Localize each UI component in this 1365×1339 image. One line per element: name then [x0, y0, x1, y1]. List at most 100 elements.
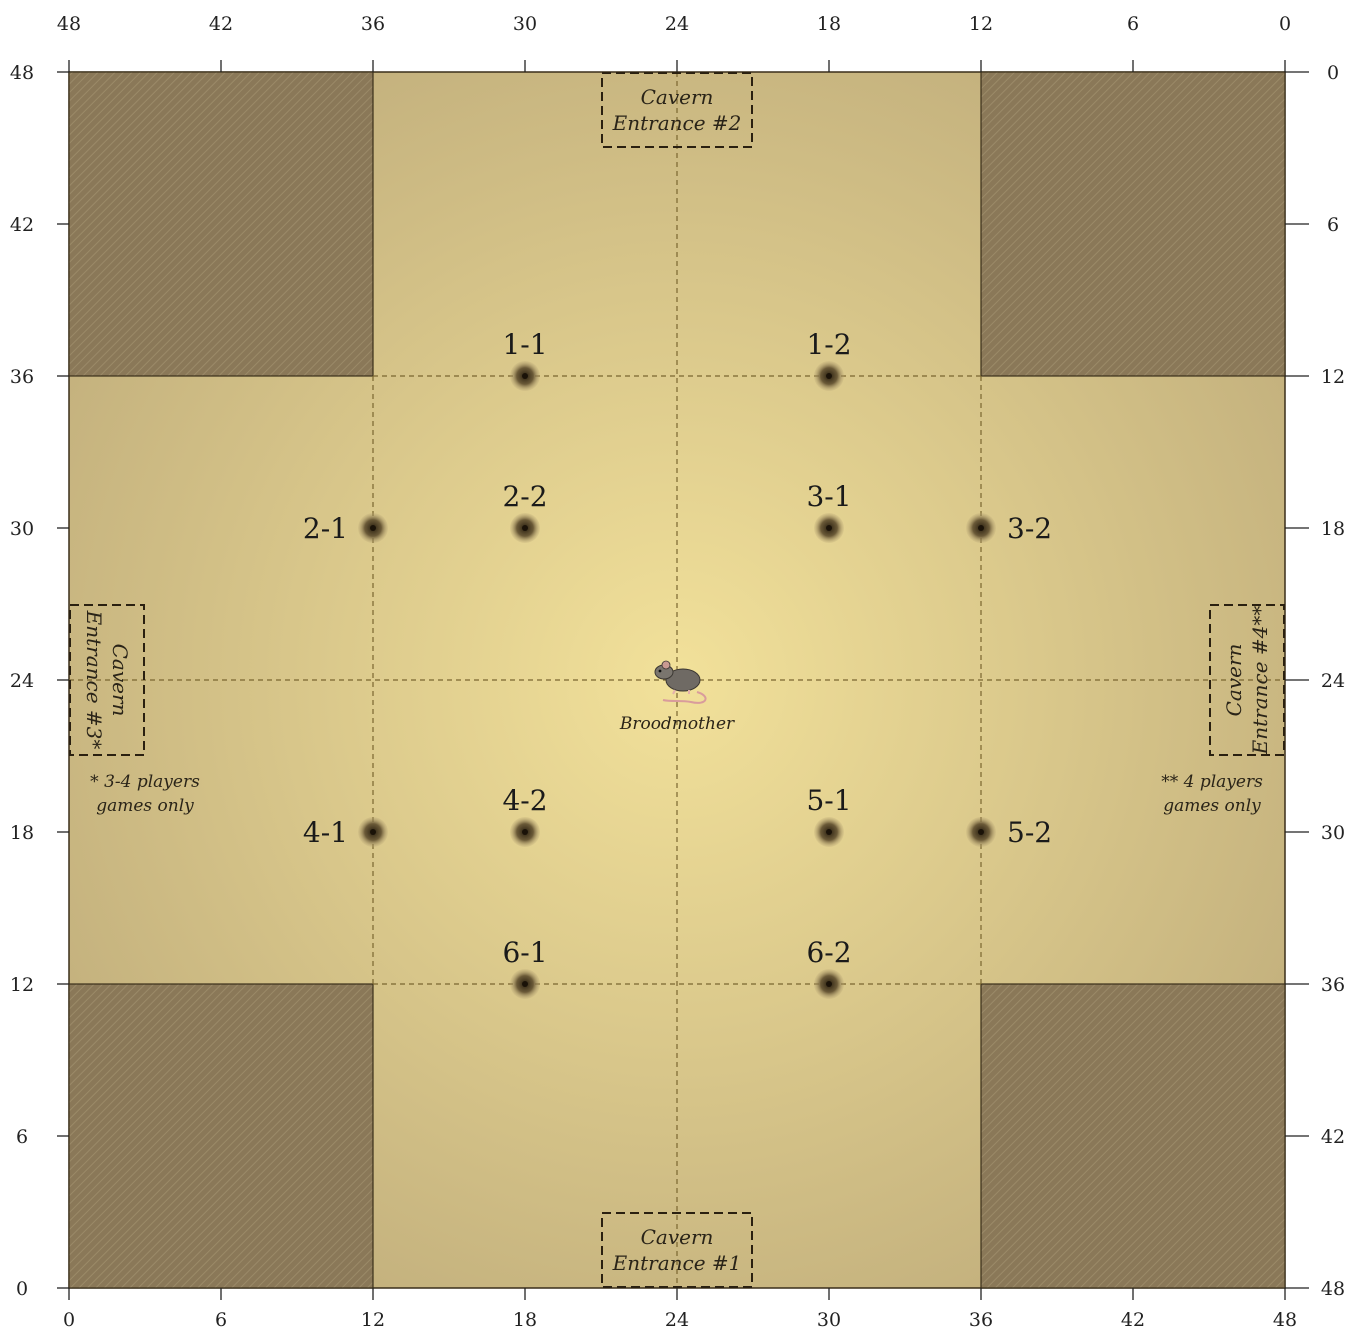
marker-6-1: 6-1 — [502, 936, 548, 999]
tick-label-top: 6 — [1127, 13, 1139, 35]
broodmother-group: Broodmother — [619, 660, 735, 734]
tick-label-top: 24 — [665, 13, 689, 35]
tick-label-bottom: 30 — [817, 1309, 841, 1331]
tick-label-bottom: 48 — [1273, 1309, 1297, 1331]
marker-label: 2-1 — [303, 512, 348, 545]
marker-label: 6-2 — [806, 936, 851, 969]
broodmother-label: Broodmother — [619, 714, 735, 734]
tick-label-right: 42 — [1321, 1126, 1345, 1148]
marker-center — [826, 525, 832, 531]
marker-5-1: 5-1 — [806, 784, 852, 847]
marker-center — [522, 829, 528, 835]
blocked-region-bottom-left — [68, 983, 374, 1289]
marker-center — [522, 981, 528, 987]
tick-label-left: 48 — [10, 62, 34, 84]
marker-4-2: 4-2 — [502, 784, 548, 847]
tick-label-right: 24 — [1321, 670, 1345, 692]
tick-label-right: 18 — [1321, 518, 1345, 540]
marker-label: 3-2 — [1007, 512, 1052, 545]
tick-label-left: 42 — [10, 214, 34, 236]
marker-center — [826, 981, 832, 987]
tick-label-bottom: 0 — [63, 1309, 75, 1331]
tick-label-top: 42 — [209, 13, 233, 35]
tick-label-bottom: 6 — [215, 1309, 227, 1331]
entrance-3-label-line: Cavern — [108, 644, 132, 717]
entrance-4-label-line: Entrance #4** — [1248, 606, 1272, 756]
spawn-markers: 1-1 1-2 2-1 2-2 3-1 3-2 4-1 4-2 5-1 5-2 6-1 6-2 — [303, 328, 1052, 999]
tick-label-top: 30 — [513, 13, 537, 35]
marker-label: 5-2 — [1007, 816, 1052, 849]
axis-ticks: 0 48 48 0 6 42 42 6 12 36 36 12 18 30 30 18 24 24 24 24 30 18… — [10, 13, 1345, 1331]
marker-5-2: 5-2 — [966, 816, 1052, 849]
tick-label-right: 48 — [1321, 1278, 1345, 1300]
blocked-regions — [68, 71, 1286, 1289]
marker-label: 4-2 — [502, 784, 547, 817]
tick-label-left: 18 — [10, 822, 34, 844]
marker-label: 1-2 — [806, 328, 851, 361]
entrance-4-label-line: Cavern — [1222, 644, 1246, 717]
note-left-line: games only — [96, 796, 194, 816]
entrance-4: Cavern Entrance #4** — [1209, 604, 1285, 756]
entrance-1-outline — [601, 1212, 753, 1288]
entrance-2-outline — [601, 72, 753, 148]
marker-2-1: 2-1 — [303, 512, 388, 545]
tick-label-top: 36 — [361, 13, 385, 35]
rat-eye — [658, 669, 662, 673]
tick-label-bottom: 12 — [361, 1309, 385, 1331]
entrance-1-label-line: Entrance #1 — [612, 1251, 742, 1275]
tick-label-left: 0 — [16, 1278, 28, 1300]
marker-2-2: 2-2 — [502, 480, 548, 543]
entrance-3-outline — [69, 604, 145, 756]
entrance-4-outline — [1209, 604, 1285, 756]
tick-label-left: 12 — [10, 974, 34, 996]
entrance-3-label-line: Entrance #3* — [82, 610, 106, 750]
tick-label-right: 36 — [1321, 974, 1345, 996]
marker-center — [978, 829, 984, 835]
marker-center — [978, 525, 984, 531]
tick-label-bottom: 36 — [969, 1309, 993, 1331]
tick-label-top: 0 — [1279, 13, 1291, 35]
marker-label: 2-2 — [502, 480, 547, 513]
tick-label-left: 24 — [10, 670, 34, 692]
marker-center — [522, 525, 528, 531]
entrance-2-label-line: Cavern — [641, 85, 714, 109]
blocked-region-bottom-right — [980, 983, 1286, 1289]
entrance-4-label-group: Cavern Entrance #4** — [1222, 606, 1272, 756]
rat-body — [665, 668, 701, 692]
marker-label: 5-1 — [806, 784, 851, 817]
entrance-1-label-line: Cavern — [641, 1225, 714, 1249]
marker-label: 4-1 — [303, 816, 348, 849]
note-right-line: ** 4 players — [1161, 772, 1263, 792]
marker-label: 3-1 — [806, 480, 851, 513]
marker-6-2: 6-2 — [806, 936, 852, 999]
marker-center — [370, 525, 376, 531]
marker-center — [826, 829, 832, 835]
tick-label-right: 30 — [1321, 822, 1345, 844]
player-count-notes: * 3-4 players games only ** 4 players games… — [90, 772, 1263, 816]
marker-1-2: 1-2 — [806, 328, 852, 391]
tick-label-left: 30 — [10, 518, 34, 540]
marker-4-1: 4-1 — [303, 816, 388, 849]
marker-label: 1-1 — [502, 328, 547, 361]
note-left-line: * 3-4 players — [90, 772, 200, 792]
tick-label-right: 12 — [1321, 366, 1345, 388]
marker-center — [370, 829, 376, 835]
marker-label: 6-1 — [502, 936, 547, 969]
rat-icon — [654, 660, 707, 704]
tick-label-left: 36 — [10, 366, 34, 388]
tick-label-right: 0 — [1327, 62, 1339, 84]
blocked-region-top-left — [68, 71, 374, 377]
tick-label-top: 12 — [969, 13, 993, 35]
rat-leg — [672, 689, 676, 695]
marker-3-2: 3-2 — [966, 512, 1052, 545]
tick-label-bottom: 18 — [513, 1309, 537, 1331]
tick-label-left: 6 — [16, 1126, 28, 1148]
